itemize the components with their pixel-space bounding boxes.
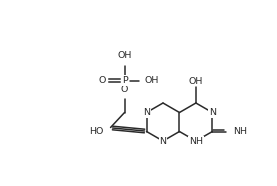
Text: O: O <box>121 84 128 94</box>
Text: N: N <box>160 137 166 145</box>
Text: OH: OH <box>189 76 203 86</box>
Text: NH: NH <box>233 127 247 136</box>
Text: O: O <box>99 76 106 85</box>
Text: HO: HO <box>89 127 104 136</box>
Text: NH: NH <box>189 137 203 145</box>
Text: P: P <box>122 76 127 85</box>
Text: N: N <box>209 108 216 117</box>
Text: OH: OH <box>145 76 159 85</box>
Text: N: N <box>143 108 150 117</box>
Text: OH: OH <box>117 51 132 60</box>
